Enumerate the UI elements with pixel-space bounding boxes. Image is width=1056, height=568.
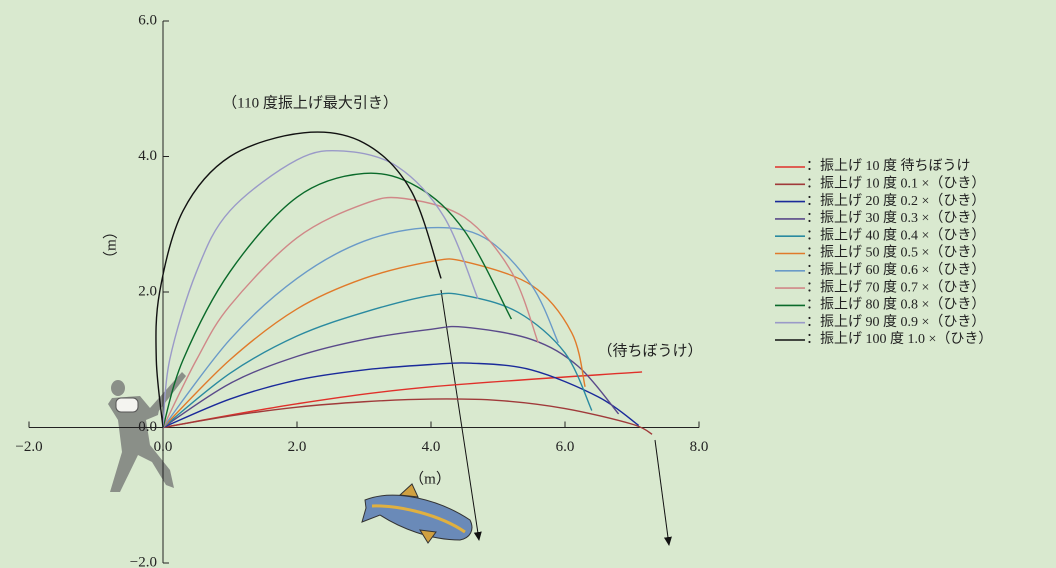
x-tick-label: 6.0 [556,439,575,455]
y-tick-label: −2.0 [130,554,157,568]
legend-label: ：振上げ 90 度 0.9 ×（ひき） [806,314,985,330]
legend-label: ：振上げ 60 度 0.6 ×（ひき） [806,262,985,278]
series-line [163,173,511,427]
arrow [655,440,669,545]
series-line [163,399,652,434]
y-tick-label: 0.0 [138,419,157,435]
annotation: （待ちぼうけ） [597,342,702,359]
legend-label: ：振上げ 10 度 0.1 ×（ひき） [806,176,985,192]
x-tick-label: 0.0 [154,439,173,455]
y-axis-label: （m） [102,224,119,266]
series-line [156,132,441,427]
chart: （110 度振上げ最大引き） （待ちぼうけ） （m） （m） −2.0 0.0 2.… [0,0,1056,568]
series-line [163,293,592,427]
x-tick-label: −2.0 [15,439,42,455]
legend-label: ：振上げ 30 度 0.3 ×（ひき） [806,210,985,226]
x-tick-label: 4.0 [422,439,441,455]
annotation: （110 度振上げ最大引き） [222,94,398,111]
y-tick-label: 2.0 [138,283,157,299]
legend-label: ：振上げ 20 度 0.2 ×（ひき） [806,193,985,209]
page: {"chart_data": {"type": "line", "xlabel"… [0,0,1056,568]
legend-label: ：振上げ 50 度 0.5 ×（ひき） [806,245,985,261]
x-tick-label: 2.0 [288,439,307,455]
x-axis-label: （m） [409,470,451,487]
y-tick-label: 4.0 [138,148,157,164]
y-tick-label: 6.0 [138,12,157,28]
legend-label: ：振上げ 10 度 待ちぼうけ [806,158,971,174]
legend-label: ：振上げ 80 度 0.8 ×（ひき） [806,297,985,313]
series-line [163,151,478,428]
fish [362,484,472,543]
legend-label: ：振上げ 70 度 0.7 ×（ひき） [806,279,985,295]
legend-label: ：振上げ 40 度 0.4 ×（ひき） [806,227,985,243]
series-line [163,197,538,427]
series-line [163,363,639,428]
legend-label: ：振上げ 100 度 1.0 ×（ひき） [806,331,992,347]
x-tick-label: 8.0 [690,439,709,455]
series-line [163,228,558,428]
series-line [163,327,619,428]
